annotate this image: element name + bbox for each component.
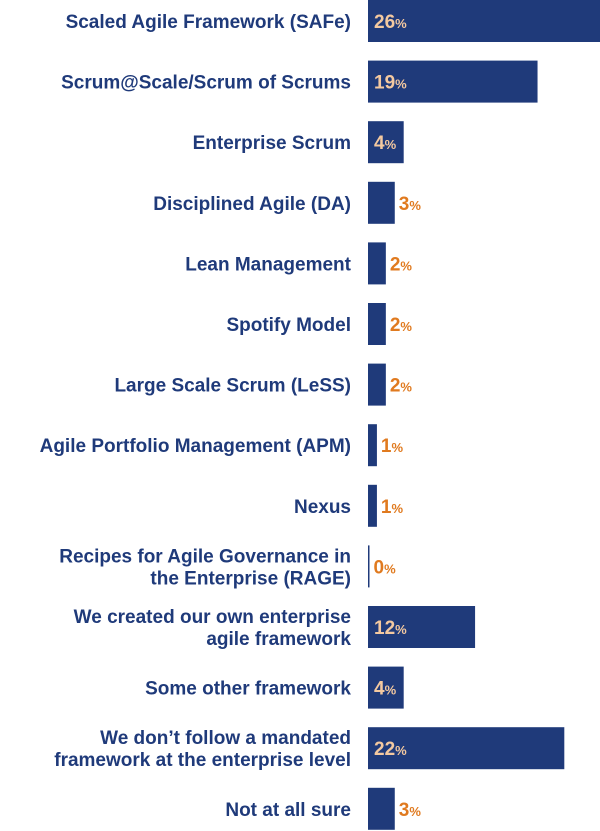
value-label: 1% [381, 436, 404, 457]
bar [368, 60, 538, 103]
value-percent-sign: % [395, 16, 407, 31]
value-number: 3 [399, 194, 410, 215]
category-label: Agile Portfolio Management (APM) [40, 436, 351, 457]
bar [368, 666, 404, 709]
value-number: 19 [374, 73, 395, 94]
value-percent-sign: % [395, 622, 407, 637]
category-label: Large Scale Scrum (LeSS) [114, 376, 351, 397]
bar [368, 606, 476, 648]
category-label: Recipes for Agile Governance in [59, 546, 351, 567]
value-label: 12% [374, 618, 407, 639]
value-label: 2% [390, 376, 413, 397]
value-number: 4 [374, 133, 385, 154]
value-number: 3 [399, 800, 410, 821]
value-number: 2 [390, 254, 401, 275]
value-percent-sign: % [384, 561, 396, 576]
category-label: Not at all sure [225, 800, 351, 821]
value-number: 1 [381, 497, 392, 518]
value-label: 4% [374, 679, 397, 700]
value-percent-sign: % [385, 683, 397, 698]
category-label: Scaled Agile Framework (SAFe) [66, 12, 351, 33]
value-number: 1 [381, 436, 392, 457]
value-number: 2 [390, 315, 401, 336]
value-label: 3% [399, 194, 422, 215]
bar [368, 424, 377, 467]
value-label: 0% [374, 557, 397, 578]
bar [368, 363, 386, 406]
category-label: We created our own enterprise [74, 607, 351, 628]
value-label: 4% [374, 133, 397, 154]
bar [368, 787, 395, 830]
value-label: 3% [399, 800, 422, 821]
value-percent-sign: % [395, 77, 407, 92]
category-label: Enterprise Scrum [193, 133, 351, 154]
bar [368, 242, 386, 285]
value-number: 26 [374, 12, 395, 33]
value-label: 2% [390, 315, 413, 336]
value-number: 2 [390, 376, 401, 397]
bar [368, 121, 404, 164]
category-label: framework at the enterprise level [54, 750, 351, 771]
category-label: We don’t follow a mandated [100, 728, 351, 749]
value-percent-sign: % [400, 319, 412, 334]
value-percent-sign: % [395, 743, 407, 758]
bar [368, 0, 600, 42]
category-label: agile framework [206, 629, 351, 650]
value-percent-sign: % [392, 501, 404, 516]
bar [368, 484, 377, 527]
value-label: 22% [374, 739, 407, 760]
value-label: 1% [381, 497, 404, 518]
value-percent-sign: % [400, 258, 412, 273]
category-label: Some other framework [145, 679, 351, 700]
value-label: 2% [390, 254, 413, 275]
category-label: Scrum@Scale/Scrum of Scrums [61, 73, 351, 94]
value-label: 26% [374, 12, 407, 33]
category-label: the Enterprise (RAGE) [150, 568, 351, 589]
category-label: Spotify Model [226, 315, 351, 336]
bar [368, 181, 395, 224]
bar [368, 727, 565, 770]
value-percent-sign: % [409, 198, 421, 213]
category-label: Nexus [294, 497, 351, 518]
category-label: Disciplined Agile (DA) [153, 194, 351, 215]
bar [368, 303, 386, 345]
value-percent-sign: % [400, 380, 412, 395]
category-label: Lean Management [185, 254, 351, 275]
value-label: 19% [374, 73, 407, 94]
value-number: 4 [374, 679, 385, 700]
value-number: 22 [374, 739, 395, 760]
value-number: 12 [374, 618, 395, 639]
value-percent-sign: % [392, 440, 404, 455]
value-percent-sign: % [409, 804, 421, 819]
bar [368, 545, 370, 588]
value-number: 0 [374, 557, 385, 578]
value-percent-sign: % [385, 137, 397, 152]
